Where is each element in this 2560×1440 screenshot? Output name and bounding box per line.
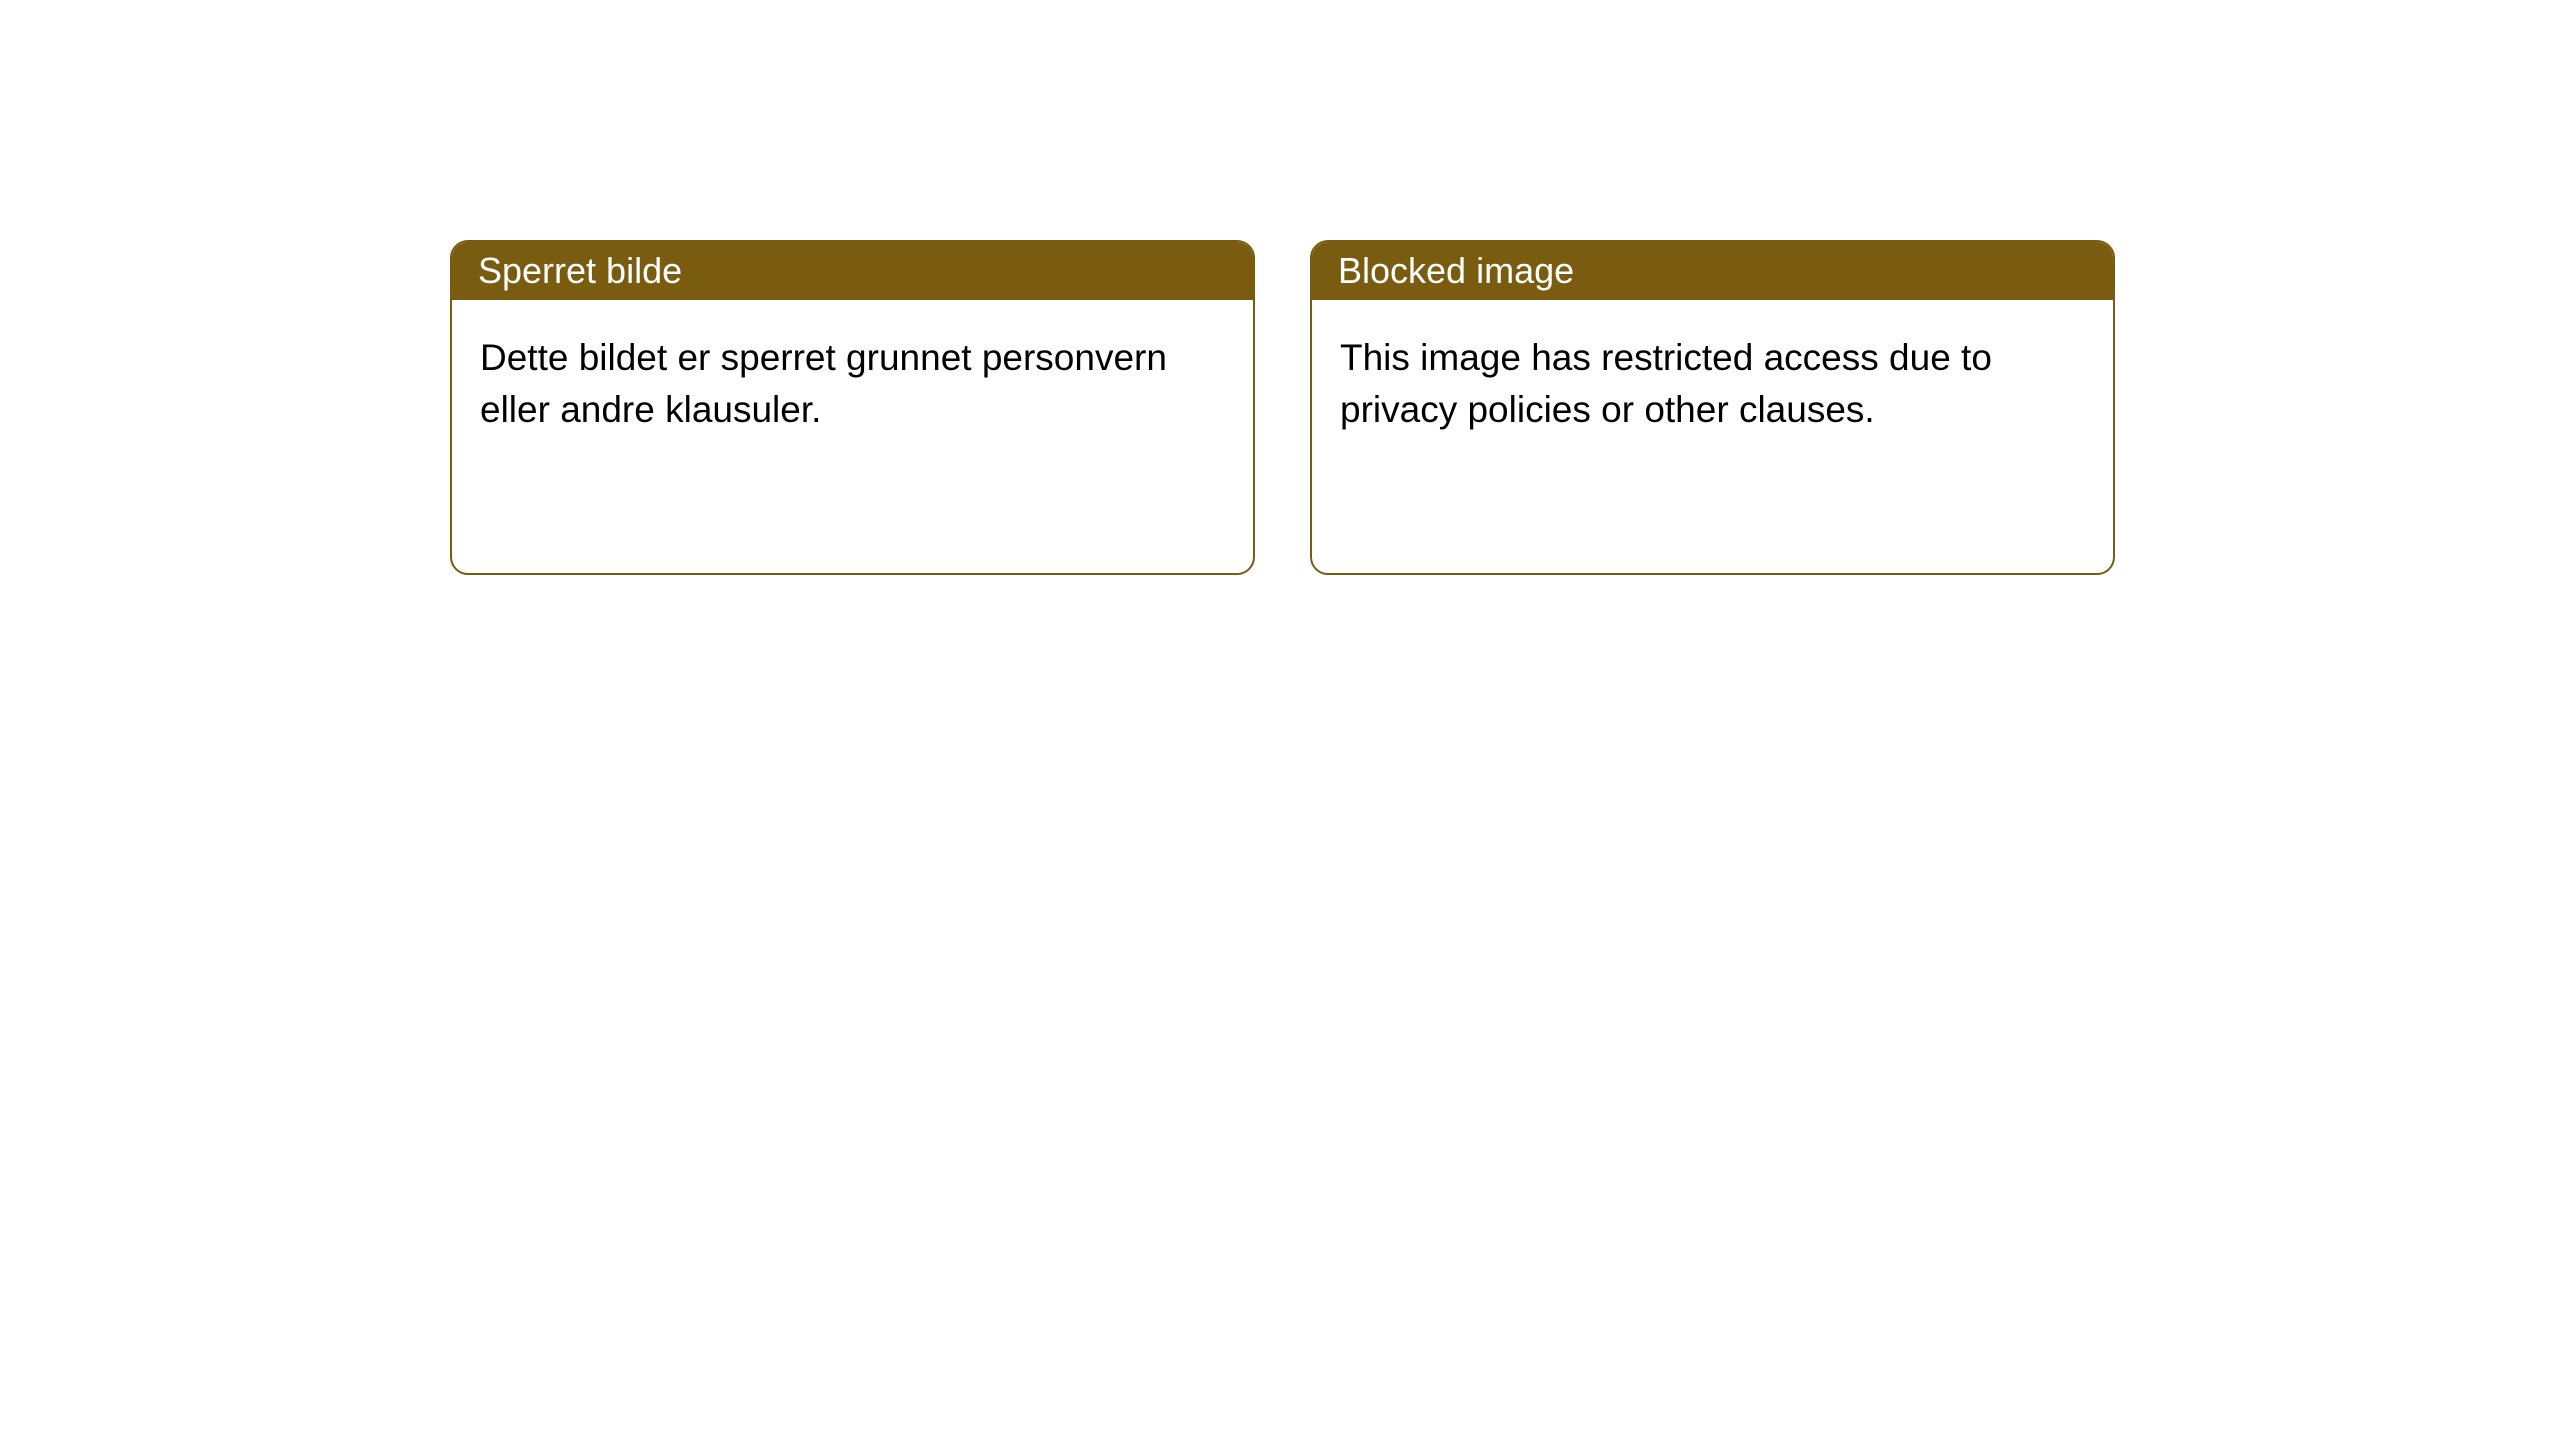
card-header-text: Sperret bilde: [478, 250, 682, 291]
blocked-image-card-english: Blocked image This image has restricted …: [1310, 240, 2115, 575]
card-header: Sperret bilde: [452, 242, 1253, 300]
blocked-image-card-norwegian: Sperret bilde Dette bildet er sperret gr…: [450, 240, 1255, 575]
card-body: This image has restricted access due to …: [1312, 300, 2113, 468]
card-header-text: Blocked image: [1338, 250, 1574, 291]
card-header: Blocked image: [1312, 242, 2113, 300]
cards-container: Sperret bilde Dette bildet er sperret gr…: [0, 0, 2560, 575]
card-body-text: Dette bildet er sperret grunnet personve…: [480, 337, 1167, 430]
card-body: Dette bildet er sperret grunnet personve…: [452, 300, 1253, 468]
card-body-text: This image has restricted access due to …: [1340, 337, 1992, 430]
